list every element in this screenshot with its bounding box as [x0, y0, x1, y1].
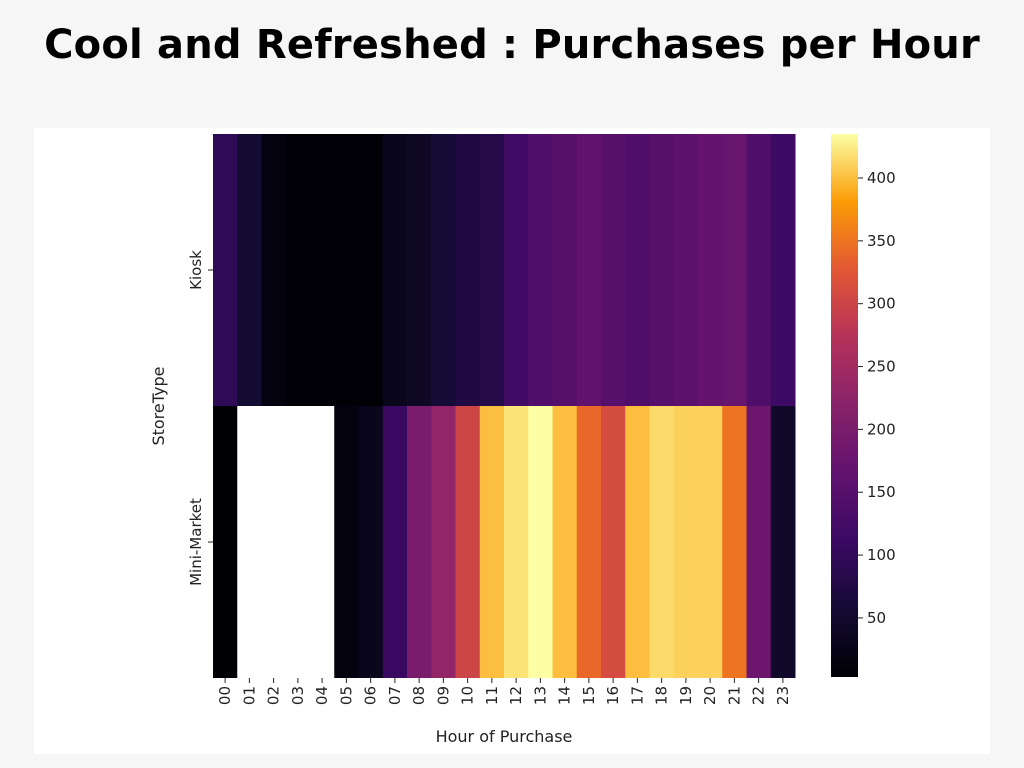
heatmap-cell	[455, 406, 481, 678]
colorbar-tick-label: 350	[867, 232, 896, 250]
x-tick-label: 16	[604, 686, 622, 705]
heatmap-cell	[334, 134, 359, 406]
x-axis-ticks: 00 01 02 03 04 05 06 07 08 09 10 11 12 13 14 15 16 17 18 19…	[216, 678, 792, 705]
x-tick-label: 15	[580, 686, 598, 705]
heatmap-cell	[261, 406, 287, 678]
heatmap-cell	[479, 134, 505, 406]
heatmap-cell	[382, 134, 408, 406]
colorbar-tick-label: 150	[867, 483, 896, 501]
heatmap-cell	[285, 134, 311, 406]
heatmap-cell	[746, 134, 772, 406]
heatmap-cell	[528, 134, 553, 406]
x-tick-label: 04	[313, 686, 331, 705]
heatmap-cell	[673, 406, 699, 678]
colorbar	[831, 134, 858, 677]
x-tick-label: 18	[653, 686, 671, 705]
heatmap-cell	[334, 406, 359, 678]
x-tick-label: 17	[628, 686, 646, 705]
x-tick-label: 23	[774, 686, 792, 705]
x-tick-label: 12	[507, 686, 525, 705]
heatmap-cell	[528, 406, 553, 678]
x-tick-label: 06	[362, 686, 380, 705]
heatmap-cell	[601, 406, 626, 678]
x-tick-label: 02	[265, 686, 283, 705]
heatmap-cell	[649, 406, 675, 678]
heatmap-cell	[358, 406, 384, 678]
heatmap-cell	[576, 406, 602, 678]
colorbar-ticks: 50 100 150 200 250 300 350 400	[858, 169, 896, 627]
heatmap-cell	[770, 134, 796, 406]
x-tick-label: 20	[701, 686, 719, 705]
y-axis-label: StoreType	[149, 366, 168, 445]
colorbar-tick-label: 200	[867, 420, 896, 438]
chart-panel: 00 01 02 03 04 05 06 07 08 09 10 11 12 13 14 15 16 17 18 19…	[34, 128, 990, 754]
x-tick-label: 09	[434, 686, 452, 705]
colorbar-tick-label: 300	[867, 295, 896, 313]
x-axis-label: Hour of Purchase	[436, 727, 573, 746]
heatmap-cell	[285, 406, 311, 678]
colorbar-tick-label: 50	[867, 609, 886, 627]
heatmap-cell	[504, 406, 529, 678]
heatmap-cell	[552, 406, 578, 678]
heatmap-cell	[358, 134, 384, 406]
heatmap-cell	[552, 134, 578, 406]
heatmap-cell	[431, 406, 456, 678]
heatmap-cell	[504, 134, 529, 406]
heatmap-cell	[213, 406, 238, 678]
heatmap-cells	[213, 134, 796, 678]
heatmap-cell	[770, 406, 796, 678]
x-tick-label: 08	[410, 686, 428, 705]
heatmap-cell	[431, 134, 456, 406]
chart-title: Cool and Refreshed : Purchases per Hour	[44, 22, 980, 68]
x-tick-label: 05	[337, 686, 355, 705]
x-tick-label: 01	[240, 686, 258, 705]
x-tick-label: 10	[459, 686, 477, 705]
heatmap-cell	[576, 134, 602, 406]
x-tick-label: 00	[216, 686, 234, 705]
heatmap-cell	[649, 134, 675, 406]
heatmap-cell	[261, 134, 287, 406]
heatmap-cell	[407, 134, 432, 406]
heatmap-cell	[237, 406, 262, 678]
x-tick-label: 22	[750, 686, 768, 705]
heatmap-cell	[698, 134, 723, 406]
heatmap-cell	[698, 406, 723, 678]
colorbar-tick-label: 250	[867, 358, 896, 376]
heatmap-cell	[625, 134, 650, 406]
heatmap-chart: 00 01 02 03 04 05 06 07 08 09 10 11 12 13 14 15 16 17 18 19…	[149, 134, 896, 746]
heatmap-cell	[407, 406, 432, 678]
heatmap-cell	[382, 406, 408, 678]
x-tick-label: 11	[483, 686, 501, 705]
heatmap-cell	[625, 406, 650, 678]
heatmap-cell	[746, 406, 772, 678]
x-tick-label: 03	[289, 686, 307, 705]
heatmap-cell	[722, 406, 747, 678]
heatmap-cell	[479, 406, 505, 678]
y-tick-label: Mini-Market	[187, 498, 205, 586]
x-tick-label: 21	[725, 686, 743, 705]
colorbar-tick-label: 400	[867, 169, 896, 187]
heatmap-cell	[237, 134, 262, 406]
x-tick-label: 07	[386, 686, 404, 705]
heatmap-cell	[310, 406, 335, 678]
x-tick-label: 14	[556, 686, 574, 705]
y-tick-label: Kiosk	[187, 250, 205, 290]
colorbar-tick-label: 100	[867, 546, 896, 564]
x-tick-label: 13	[531, 686, 549, 705]
heatmap-cell	[673, 134, 699, 406]
heatmap-cell	[310, 134, 335, 406]
heatmap-cell	[601, 134, 626, 406]
heatmap-cell	[213, 134, 238, 406]
heatmap-cell	[722, 134, 747, 406]
x-tick-label: 19	[677, 686, 695, 705]
heatmap-cell	[455, 134, 481, 406]
y-axis-ticks: Kiosk Mini-Market	[187, 250, 213, 586]
